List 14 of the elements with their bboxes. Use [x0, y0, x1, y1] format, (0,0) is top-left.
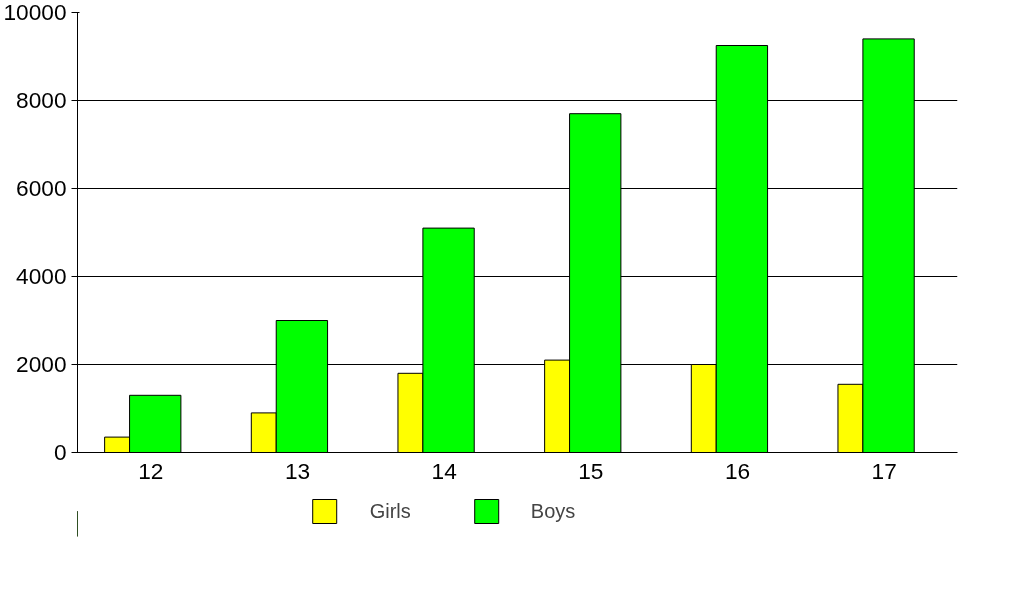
y-tick-label: 4000 — [16, 263, 67, 289]
x-tick-label: 14 — [431, 457, 457, 484]
x-tick-label: 17 — [871, 457, 897, 484]
x-tick-label: 15 — [578, 457, 604, 484]
legend-label: Boys — [530, 499, 576, 523]
x-tick-label: 13 — [284, 457, 311, 484]
y-tick-label: 10000 — [3, 0, 67, 25]
x-tick-label: 12 — [138, 457, 164, 484]
y-tick-label: 8000 — [16, 87, 67, 113]
y-tick-label: 6000 — [16, 175, 67, 201]
x-tick-label: 16 — [724, 457, 751, 484]
y-tick-label: 0 — [53, 439, 67, 465]
legend-label: Girls — [369, 499, 411, 523]
y-tick-label: 2000 — [16, 351, 67, 377]
